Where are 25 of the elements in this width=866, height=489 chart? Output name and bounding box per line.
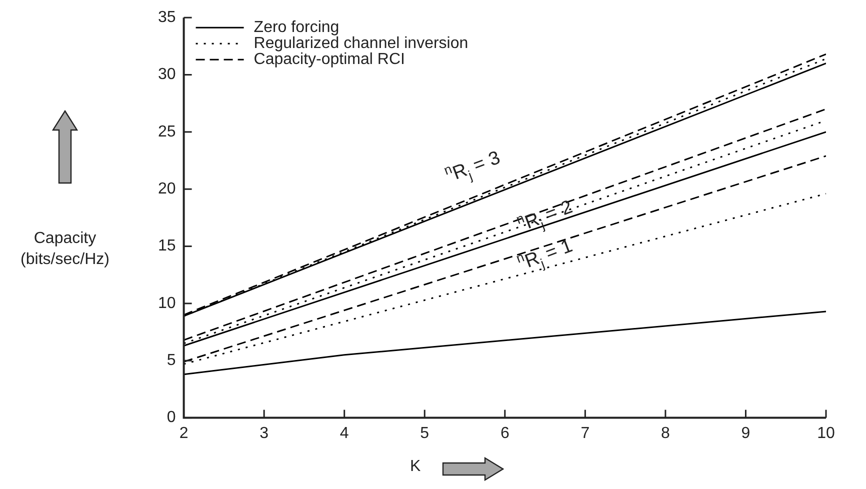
- x-tick-label: 2: [179, 424, 188, 442]
- x-tick-label: 4: [340, 424, 349, 442]
- legend-label: Zero forcing: [254, 19, 340, 36]
- x-tick-label: 10: [817, 424, 835, 442]
- y-tick-label: 20: [158, 180, 176, 198]
- y-axis-title: Capacity (bits/sec/Hz): [20, 229, 110, 270]
- x-tick-label: 6: [500, 424, 510, 442]
- x-tick-label: 5: [420, 424, 430, 442]
- x-axis-title: K: [410, 458, 421, 476]
- y-tick-label: 30: [158, 66, 176, 84]
- legend-label: Regularized channel inversion: [254, 35, 468, 52]
- x-tick-label: 7: [580, 424, 590, 442]
- y-tick-label: 35: [158, 9, 176, 26]
- y-tick-label: 10: [158, 294, 176, 312]
- y-tick-label: 25: [158, 123, 176, 140]
- y-tick-label: 0: [166, 409, 176, 426]
- annotation: nRj = 2: [514, 196, 576, 234]
- x-tick-label: 8: [660, 424, 670, 442]
- x-tick-label: 3: [260, 424, 269, 442]
- annotation: nRj = 3: [442, 147, 504, 184]
- y-tick-label: 15: [158, 238, 176, 255]
- legend-label: Capacity-optimal RCI: [254, 51, 405, 68]
- y-tick-label: 5: [166, 352, 176, 370]
- x-tick-label: 9: [741, 424, 750, 442]
- annotation: nRj = 1: [514, 235, 576, 272]
